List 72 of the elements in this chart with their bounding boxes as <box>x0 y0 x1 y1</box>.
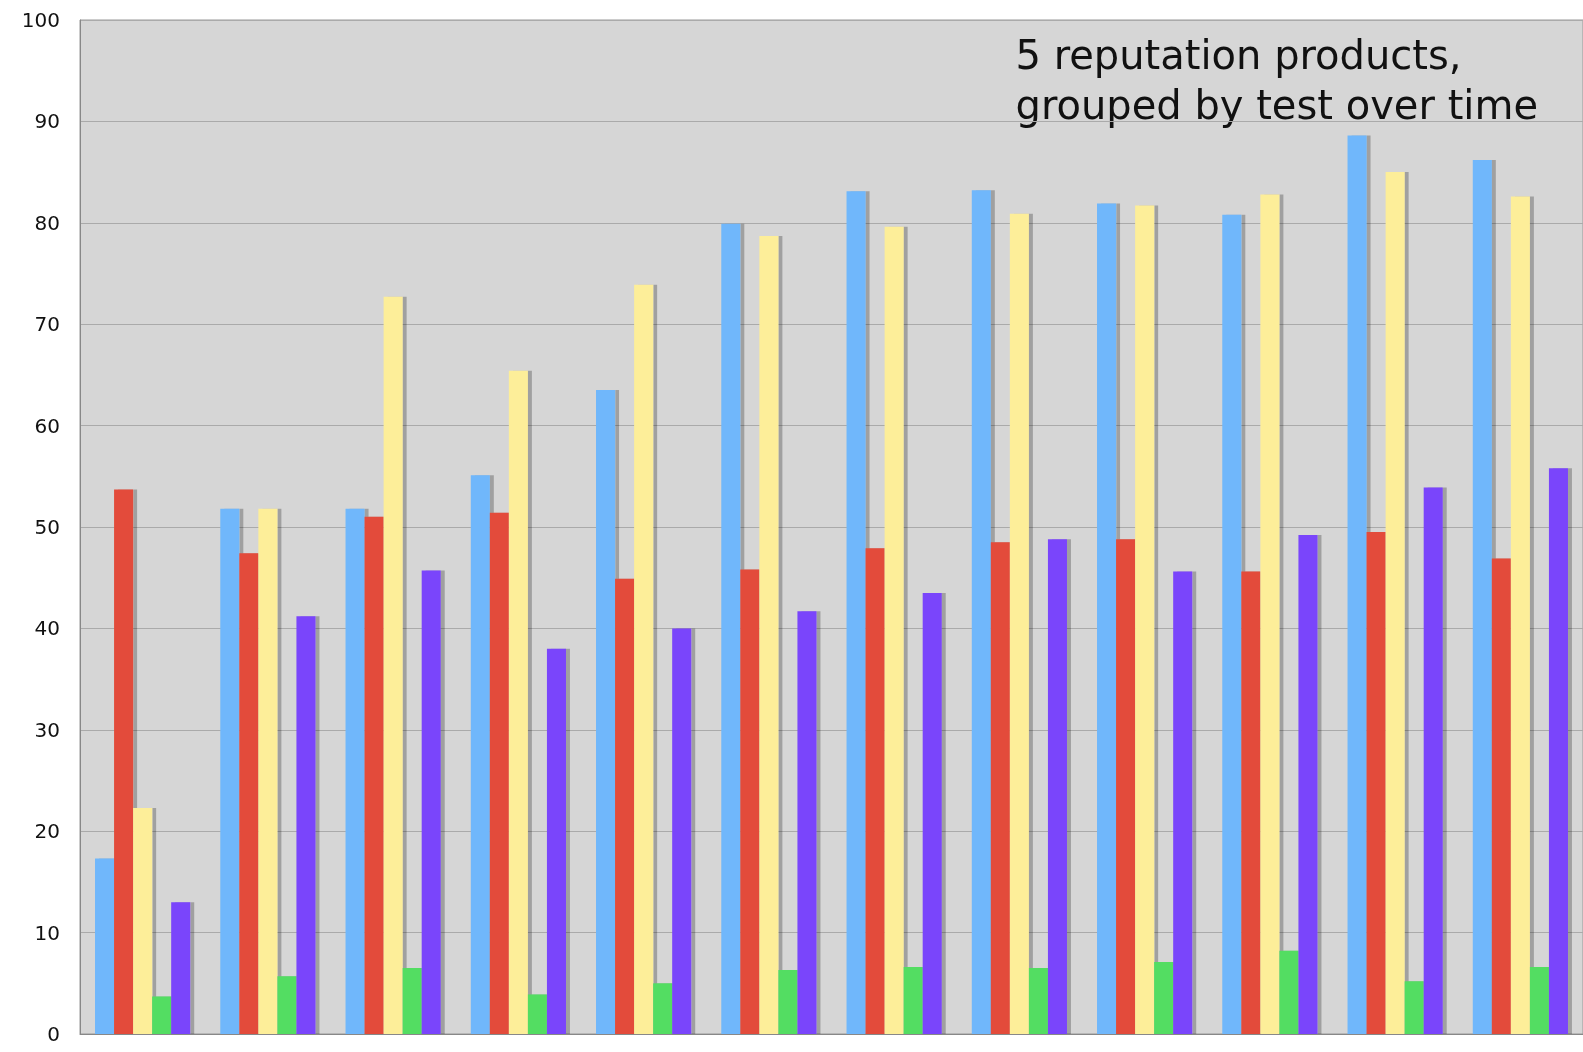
bar <box>402 968 422 1034</box>
y-tick-label: 90 <box>34 109 60 134</box>
bar <box>1279 950 1299 1034</box>
bar <box>527 994 547 1034</box>
bar <box>740 569 760 1034</box>
bar <box>258 508 278 1034</box>
y-tick-label: 20 <box>34 819 60 844</box>
bar <box>508 370 528 1034</box>
bar <box>95 858 115 1034</box>
bar <box>171 902 191 1034</box>
bar <box>421 570 441 1034</box>
bar <box>220 508 240 1034</box>
bar <box>1347 135 1367 1034</box>
bar <box>1366 532 1386 1034</box>
bar <box>1510 196 1530 1034</box>
y-tick-label: 10 <box>34 920 60 945</box>
y-tick-label: 60 <box>34 413 60 438</box>
bar <box>615 578 635 1034</box>
bar <box>1260 194 1280 1034</box>
bar <box>653 983 673 1034</box>
bar <box>470 475 490 1034</box>
bar <box>1009 213 1029 1034</box>
bar <box>152 996 172 1034</box>
bar <box>884 226 904 1034</box>
bar <box>1222 214 1242 1034</box>
bar <box>1385 172 1405 1034</box>
bar <box>971 190 991 1034</box>
bar <box>672 628 692 1034</box>
bar <box>277 976 297 1034</box>
y-tick-label: 80 <box>34 210 60 235</box>
bar <box>1097 203 1117 1034</box>
bar <box>1047 539 1067 1034</box>
bar <box>1423 487 1443 1034</box>
bar <box>634 284 654 1034</box>
y-tick-label: 50 <box>34 515 60 539</box>
y-tick-label: 30 <box>34 717 60 742</box>
bar <box>1491 558 1511 1034</box>
annotation: 5 reputation products, grouped by test over time <box>1015 32 1538 128</box>
bar <box>489 512 509 1034</box>
bar <box>1241 571 1261 1034</box>
bar <box>1298 535 1318 1034</box>
bar <box>1135 205 1155 1034</box>
bar <box>990 542 1010 1034</box>
bar <box>759 235 779 1034</box>
bar <box>546 648 566 1034</box>
bar <box>114 489 134 1034</box>
y-tick-label: 40 <box>34 616 60 641</box>
y-tick-label: 70 <box>34 312 60 337</box>
bar <box>345 508 365 1034</box>
bar <box>1548 468 1568 1034</box>
bar <box>133 807 153 1034</box>
bar <box>778 970 798 1034</box>
bar <box>383 296 403 1034</box>
bar <box>596 390 616 1034</box>
bar <box>296 616 316 1034</box>
bar <box>865 548 885 1034</box>
bar <box>1529 967 1549 1034</box>
bar <box>846 191 866 1034</box>
bar <box>1472 159 1492 1034</box>
bar <box>721 223 741 1034</box>
bar <box>1154 962 1174 1034</box>
bar <box>1116 539 1136 1034</box>
bar <box>364 516 384 1034</box>
bar <box>1173 571 1193 1034</box>
bar <box>903 967 923 1034</box>
bar <box>1028 968 1048 1034</box>
y-tick-label: 0 <box>47 1022 60 1046</box>
bar <box>922 592 942 1034</box>
y-tick-label: 100 <box>21 8 60 32</box>
bar <box>797 611 817 1034</box>
bar <box>1404 981 1424 1034</box>
bar <box>239 553 259 1034</box>
